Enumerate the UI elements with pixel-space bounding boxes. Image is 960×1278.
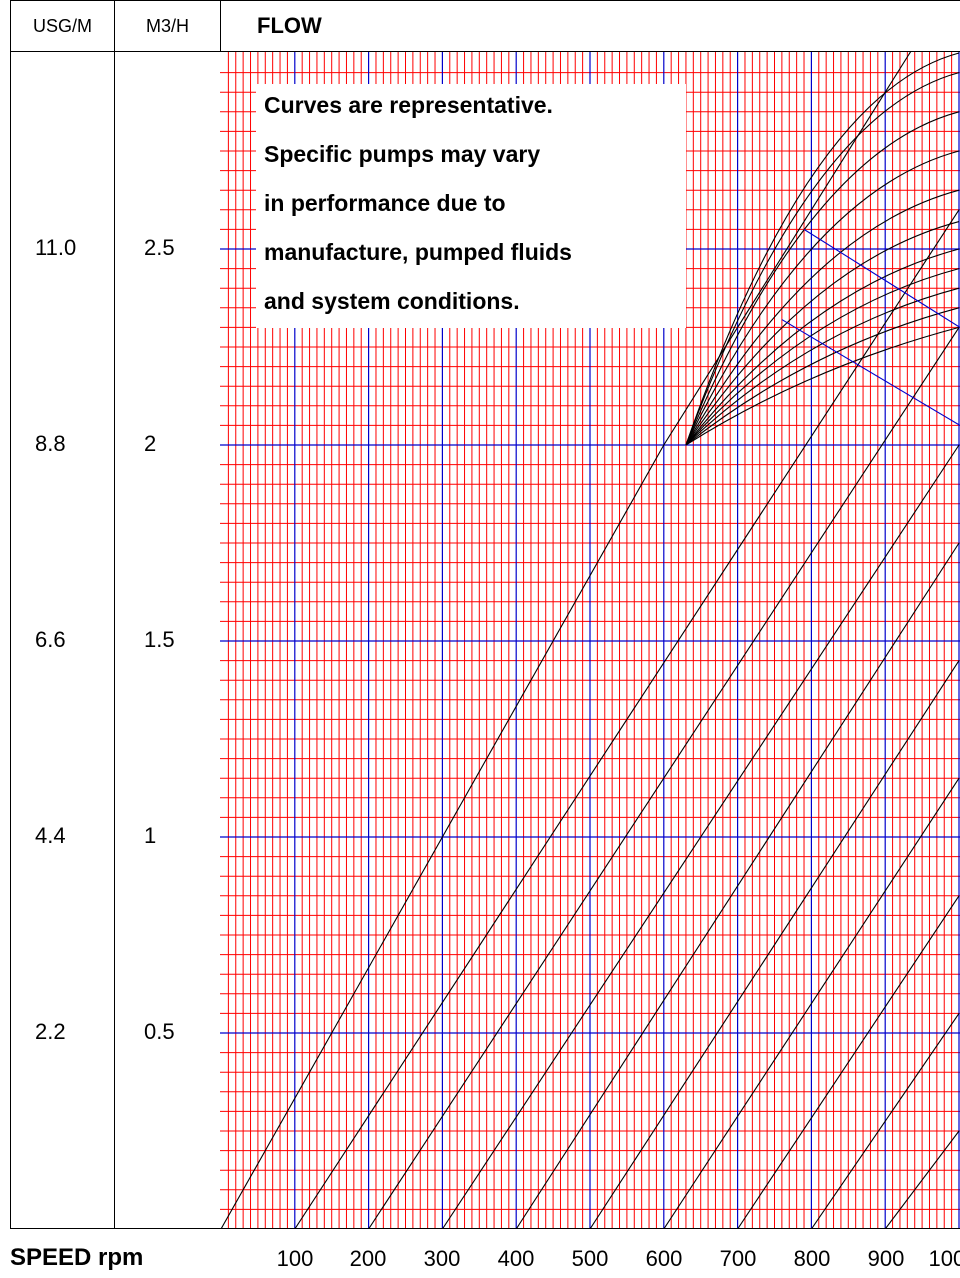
x-tick-label: 1000: [928, 1246, 960, 1271]
plot-svg: [220, 0, 960, 1229]
x-tick-label: 500: [571, 1246, 609, 1271]
usg-column: 11.0 8.8 6.6 4.4 2.2: [10, 52, 115, 1229]
series-line: [810, 1013, 960, 1229]
flow-header-text: FLOW: [257, 13, 322, 38]
usg-column-header: USG/M: [10, 0, 115, 52]
note-line: in performance due to: [264, 190, 506, 216]
x-tick-label: 100: [276, 1246, 314, 1271]
x-tick-label: 900: [867, 1246, 905, 1271]
x-tick-label: 200: [349, 1246, 387, 1271]
m3h-tick-label: 2.5: [144, 235, 175, 260]
fan-curve: [685, 287, 960, 446]
note-line: Curves are representative.: [264, 92, 553, 118]
series-line: [737, 895, 960, 1229]
disclaimer-note: Curves are representative. Specific pump…: [256, 84, 686, 328]
series-line: [884, 1130, 960, 1229]
fan-curve: [685, 248, 960, 446]
usg-tick-label: 11.0: [35, 235, 77, 260]
m3h-column-header: M3/H: [114, 0, 221, 52]
x-tick-label: 800: [793, 1246, 831, 1271]
m3h-header-text: M3/H: [145, 15, 189, 36]
m3h-tick-label: 1: [144, 823, 157, 848]
usg-tick-label: 6.6: [35, 627, 66, 652]
m3h-column: 2.5 2 1.5 1 0.5: [114, 52, 221, 1229]
usg-tick-label: 8.8: [35, 431, 66, 456]
series-line: [441, 444, 960, 1229]
descending-line: [803, 228, 960, 328]
note-line: manufacture, pumped fluids: [264, 239, 572, 265]
speed-axis-label: SPEED rpm: [10, 1244, 144, 1271]
x-tick-label: 600: [645, 1246, 683, 1271]
flow-header: FLOW: [220, 0, 960, 52]
fan-curve: [685, 268, 960, 446]
m3h-tick-label: 1.5: [144, 627, 175, 652]
fan-curve: [685, 72, 960, 446]
note-line: Specific pumps may vary: [264, 141, 541, 167]
fan-curve: [685, 111, 960, 446]
descending-line: [781, 319, 960, 426]
series-line: [515, 542, 960, 1229]
x-tick-label: 400: [497, 1246, 535, 1271]
series-line: [663, 0, 944, 446]
series-line: [294, 209, 960, 1229]
fan-curve: [685, 150, 960, 446]
series-line: [368, 327, 960, 1229]
series-line: [220, 444, 665, 1229]
fan-curve: [685, 221, 960, 446]
x-tick-label: 300: [423, 1246, 461, 1271]
series-line: [663, 777, 960, 1229]
fan-curve: [685, 52, 960, 446]
usg-tick-label: 4.4: [35, 823, 66, 848]
fan-curve: [685, 326, 960, 446]
fan-curve: [685, 189, 960, 446]
usg-tick-label: 2.2: [35, 1019, 66, 1044]
m3h-tick-label: 0.5: [144, 1019, 175, 1044]
x-tick-label: 700: [719, 1246, 757, 1271]
usg-header-text: USG/M: [32, 15, 92, 36]
m3h-tick-label: 2: [144, 431, 157, 456]
fan-curve: [685, 307, 960, 446]
series-line: [589, 660, 960, 1229]
note-line: and system conditions.: [264, 288, 520, 314]
